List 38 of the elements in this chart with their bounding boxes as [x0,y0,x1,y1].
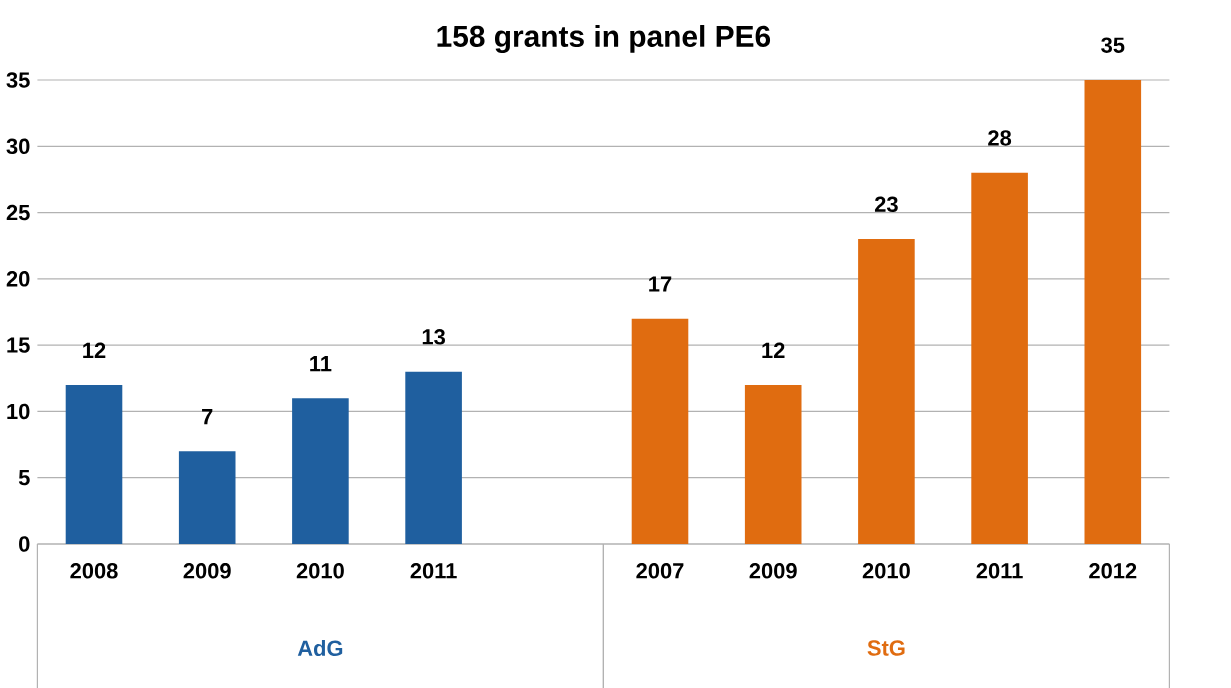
bar [858,239,915,544]
data-label: 13 [422,329,445,345]
y-tick-label: 25 [6,204,30,221]
data-label: 17 [649,276,672,292]
bar [65,384,123,544]
text: StG [867,640,905,656]
bar [1084,80,1142,544]
y-tick-label: 0 [19,536,30,552]
x-tick-label: 2008 [70,563,118,579]
x-tick-label: 2010 [296,563,344,579]
data-label: 12 [762,342,785,358]
x-tick-label: 2009 [749,563,797,579]
y-tick-label: 35 [6,72,30,88]
y-tick-label: 15 [7,337,30,353]
text: AdG [297,639,343,657]
data-label: 12 [83,342,106,358]
bar [405,371,462,544]
y-tick-label: 10 [7,403,30,420]
data-label: 28 [988,130,1012,146]
y-tick-label: 5 [18,470,30,486]
x-tick-label: 2007 [636,563,684,579]
x-tick-label: 2009 [183,563,231,579]
data-label: 11 [310,356,332,372]
chart-title: 158 grants in panel PE6 [437,25,771,54]
bar [971,172,1028,544]
data-label: 7 [202,409,213,425]
bar [292,398,349,544]
bar [178,451,236,544]
y-tick-label: 20 [6,271,30,287]
x-tick-label: 2012 [1089,563,1137,579]
x-tick-label: 2010 [862,563,910,579]
bar [631,318,689,544]
bar [744,384,802,544]
x-tick-label: 2011 [976,563,1023,579]
data-label: 23 [874,196,898,213]
x-tick-label: 2011 [410,563,457,579]
y-tick-label: 30 [6,138,30,155]
data-label: 35 [1101,37,1125,53]
